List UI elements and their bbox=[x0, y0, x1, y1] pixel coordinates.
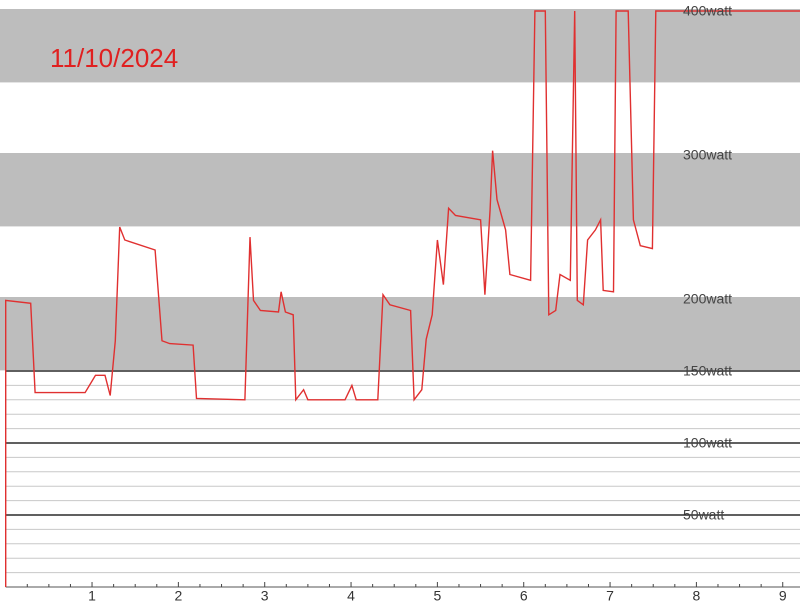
band bbox=[0, 153, 800, 227]
x-tick-label: 5 bbox=[433, 588, 441, 604]
y-tick-label: 200watt bbox=[683, 291, 732, 307]
x-tick-label: 1 bbox=[88, 588, 96, 604]
x-tick-label: 3 bbox=[261, 588, 269, 604]
band bbox=[0, 297, 800, 371]
band bbox=[0, 9, 800, 83]
x-tick-label: 8 bbox=[692, 588, 700, 604]
y-tick-label: 100watt bbox=[683, 435, 732, 451]
x-tick-label: 7 bbox=[606, 588, 614, 604]
data-line bbox=[5, 10, 800, 587]
y-tick-label: 150watt bbox=[683, 363, 732, 379]
chart-title: 11/10/2024 bbox=[50, 43, 178, 73]
x-tick-label: 6 bbox=[520, 588, 528, 604]
y-tick-label: 300watt bbox=[683, 147, 732, 163]
x-tick-label: 9 bbox=[779, 588, 787, 604]
x-tick-label: 2 bbox=[174, 588, 182, 604]
x-tick-label: 4 bbox=[347, 588, 355, 604]
y-tick-label: 50watt bbox=[683, 507, 724, 523]
y-tick-label: 400watt bbox=[683, 3, 732, 19]
